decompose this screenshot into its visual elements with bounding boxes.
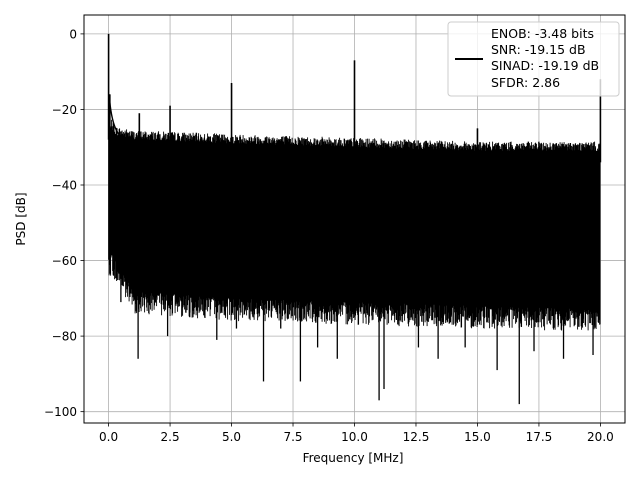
legend: ENOB: -3.48 bits SNR: -19.15 dB SINAD: -… [447,21,620,97]
data-layer [107,33,602,405]
x-axis-label: Frequency [MHz] [303,451,404,465]
y-tick-label: −100 [44,405,77,419]
y-tick-label: −60 [52,254,77,268]
x-tick-label: 2.5 [161,430,180,444]
x-tick-label: 5.0 [222,430,241,444]
tick-layer: 0.0 2.5 5.0 7.5 10.0 12.5 15.0 17.5 20.0 0 −20 −40 −… [44,27,614,444]
y-axis-label: PSD [dB] [14,192,28,245]
y-tick-label: −80 [52,330,77,344]
psd-noise-band [108,119,601,331]
legend-enob: ENOB: -3.48 bits [491,26,594,41]
legend-sfdr: SFDR: 2.86 [491,75,560,90]
y-tick-label: −20 [52,103,77,117]
x-tick-label: 15.0 [464,430,491,444]
x-tick-label: 10.0 [341,430,368,444]
x-tick-label: 0.0 [99,430,118,444]
x-tick-label: 17.5 [526,430,553,444]
legend-sinad: SINAD: -19.19 dB [491,58,599,73]
legend-box [447,21,620,97]
x-tick-label: 7.5 [283,430,302,444]
psd-dc-rolloff [108,94,122,137]
legend-snr: SNR: -19.15 dB [491,42,586,57]
y-tick-label: −40 [52,179,77,193]
y-tick-label: 0 [69,27,77,41]
x-tick-label: 20.0 [587,430,614,444]
x-tick-label: 12.5 [403,430,430,444]
